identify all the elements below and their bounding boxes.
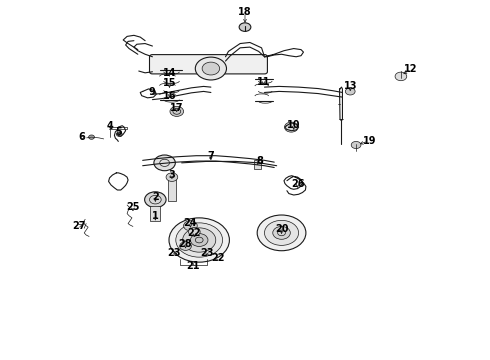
Text: 11: 11: [257, 77, 270, 87]
Text: 3: 3: [169, 170, 175, 180]
Text: 10: 10: [287, 120, 300, 130]
Circle shape: [176, 223, 222, 257]
Text: 20: 20: [275, 224, 288, 234]
Text: 22: 22: [188, 228, 201, 238]
Circle shape: [395, 72, 407, 81]
Text: 28: 28: [179, 239, 193, 249]
Bar: [168, 176, 176, 201]
Text: 14: 14: [163, 68, 176, 78]
Circle shape: [351, 141, 361, 149]
Text: 4: 4: [106, 121, 113, 131]
Circle shape: [89, 135, 95, 139]
Circle shape: [191, 234, 208, 247]
Text: 23: 23: [167, 248, 181, 257]
Text: 7: 7: [208, 151, 214, 161]
Circle shape: [166, 173, 178, 181]
Circle shape: [265, 220, 298, 246]
Text: 17: 17: [170, 103, 184, 113]
Circle shape: [154, 155, 175, 171]
Text: 26: 26: [291, 179, 304, 189]
Circle shape: [180, 242, 192, 250]
Text: 6: 6: [78, 132, 85, 142]
Circle shape: [169, 218, 229, 262]
Circle shape: [202, 62, 220, 75]
Text: 15: 15: [163, 78, 176, 88]
Circle shape: [196, 57, 226, 80]
Text: 23: 23: [200, 248, 214, 257]
Text: 25: 25: [126, 202, 140, 212]
Text: 16: 16: [163, 91, 176, 101]
Circle shape: [170, 107, 184, 116]
Text: 27: 27: [73, 221, 86, 231]
Circle shape: [184, 221, 197, 231]
Circle shape: [189, 228, 200, 236]
Circle shape: [273, 226, 290, 239]
Circle shape: [239, 23, 251, 31]
Text: 2: 2: [152, 192, 159, 202]
Text: 9: 9: [148, 87, 155, 98]
Text: 22: 22: [211, 253, 224, 263]
Circle shape: [145, 192, 166, 207]
Bar: [150, 206, 160, 221]
Circle shape: [116, 132, 122, 136]
Text: 8: 8: [256, 157, 263, 166]
Text: 13: 13: [343, 81, 357, 91]
FancyBboxPatch shape: [149, 55, 268, 74]
Circle shape: [345, 88, 355, 95]
Text: 21: 21: [186, 261, 199, 271]
Circle shape: [257, 215, 306, 251]
Text: 5: 5: [115, 127, 122, 137]
Text: 24: 24: [184, 218, 197, 228]
Circle shape: [183, 228, 216, 252]
Text: 12: 12: [404, 64, 417, 74]
Text: 1: 1: [152, 211, 159, 221]
Text: 18: 18: [238, 7, 252, 17]
Circle shape: [285, 122, 298, 132]
Text: 19: 19: [363, 136, 376, 146]
Bar: [254, 160, 261, 169]
